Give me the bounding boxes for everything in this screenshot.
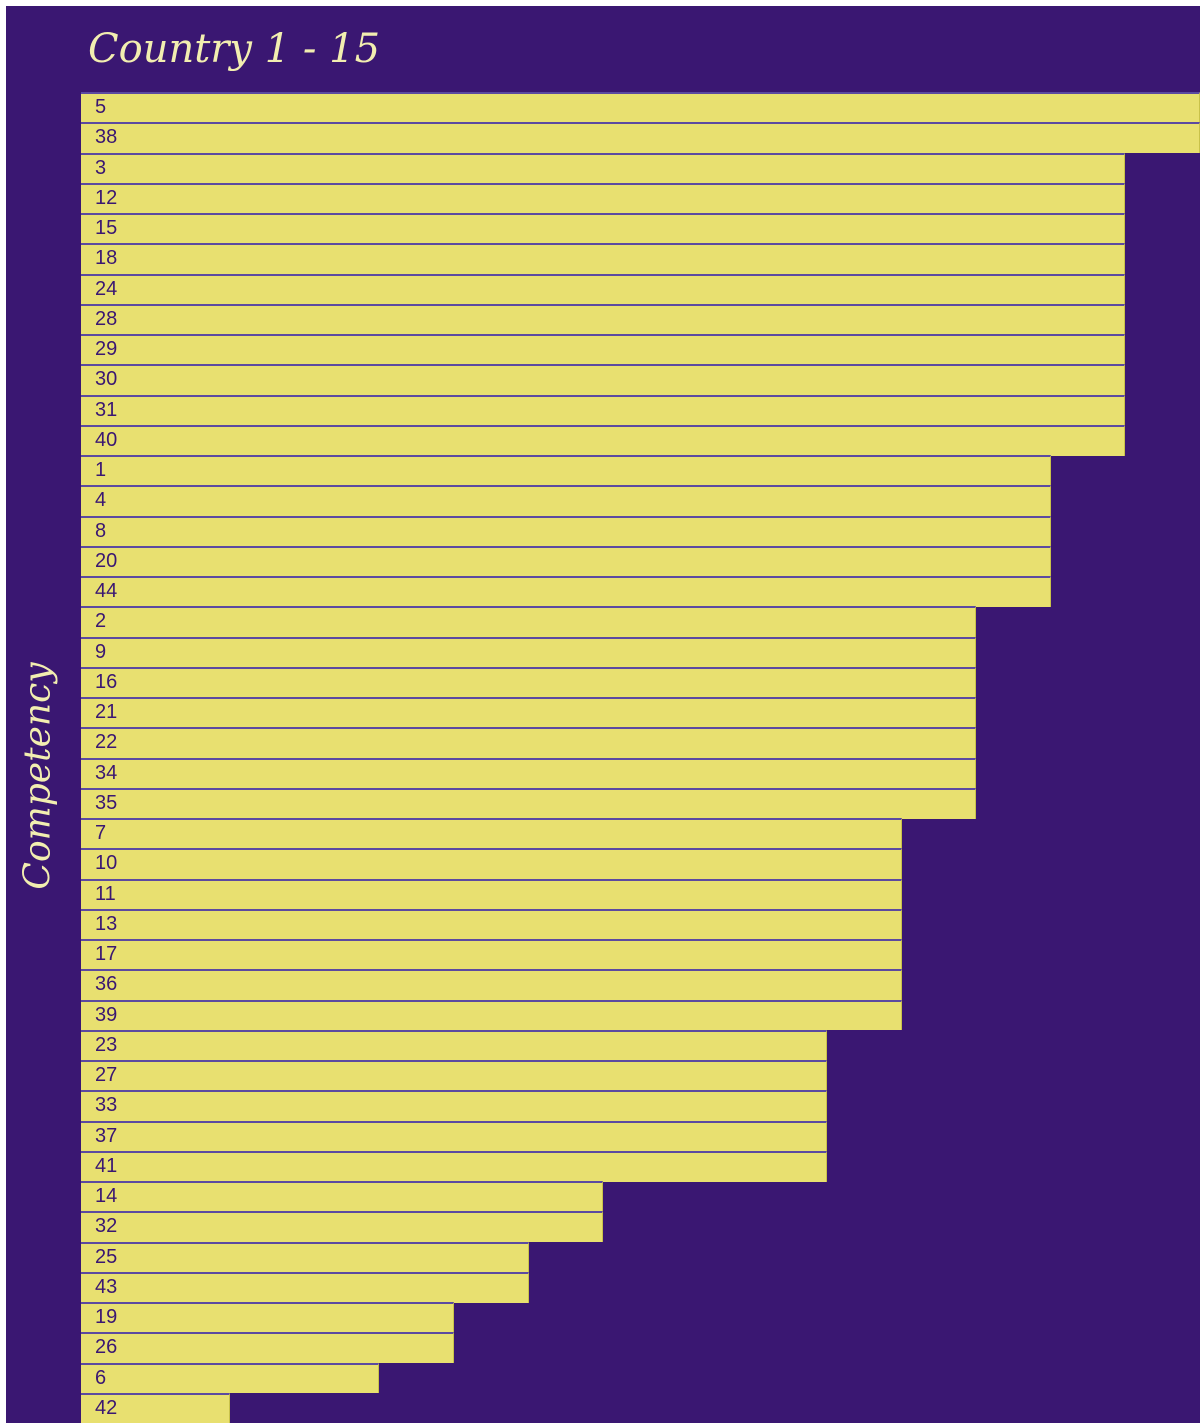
bar-category-label: 7	[95, 822, 107, 844]
bar-competency-18: 18	[81, 243, 1126, 274]
bar-category-label: 19	[95, 1306, 118, 1328]
bar-competency-15: 15	[81, 213, 1126, 244]
bar-competency-35: 35	[81, 787, 977, 819]
bar-competency-41: 41	[81, 1150, 827, 1182]
bar-category-label: 20	[95, 549, 118, 572]
bar-category-label: 11	[95, 882, 116, 905]
bar-competency-44: 44	[81, 576, 1051, 607]
bar-category-label: 14	[95, 1185, 118, 1207]
bar-category-label: 18	[95, 247, 118, 270]
bar-category-label: 3	[95, 156, 107, 179]
bar-competency-1: 1	[81, 455, 1051, 486]
bar-competency-40: 40	[81, 424, 1126, 456]
bar-category-label: 33	[95, 1094, 118, 1117]
bar-category-label: 5	[95, 96, 107, 118]
bar-category-label: 40	[95, 428, 118, 451]
bar-category-label: 43	[95, 1275, 118, 1298]
bar-competency-2: 2	[81, 606, 977, 637]
chart-panel: Country 1 - 15 Competency 5 38 3 12 15 18 24 28…	[6, 6, 1200, 1423]
bar-category-label: 36	[95, 973, 118, 996]
bar-competency-34: 34	[81, 757, 977, 789]
bar-competency-7: 7	[81, 818, 902, 849]
bar-competency-19: 19	[81, 1302, 454, 1333]
chart-title: Country 1 - 15	[88, 26, 381, 72]
bar-competency-42: 42	[81, 1392, 231, 1423]
bar-competency-9: 9	[81, 636, 977, 668]
bar-category-label: 28	[95, 307, 118, 330]
bar-category-label: 42	[95, 1396, 118, 1419]
bar-category-label: 21	[95, 701, 118, 723]
bar-category-label: 32	[95, 1215, 118, 1238]
bar-competency-22: 22	[81, 727, 977, 758]
bar-category-label: 13	[95, 912, 118, 935]
bar-competency-20: 20	[81, 545, 1051, 577]
bar-category-label: 15	[95, 217, 118, 239]
bar-competency-17: 17	[81, 939, 902, 970]
bar-competency-28: 28	[81, 303, 1126, 335]
bar-competency-38: 38	[81, 122, 1200, 153]
bar-category-label: 16	[95, 670, 118, 693]
bar-plot-area: 5 38 3 12 15 18 24 28 29 30 31 40 1 4 8 20 44 2 9 16 21 22 34 3…	[6, 6, 1200, 1423]
bar-competency-26: 26	[81, 1332, 454, 1363]
bar-category-label: 2	[95, 610, 107, 633]
bar-competency-24: 24	[81, 273, 1126, 305]
bar-competency-29: 29	[81, 334, 1126, 365]
bar-competency-3: 3	[81, 152, 1126, 184]
bar-category-label: 12	[95, 186, 118, 209]
bar-category-label: 6	[95, 1366, 107, 1389]
bar-category-label: 38	[95, 126, 118, 149]
bar-category-label: 29	[95, 338, 118, 360]
bar-category-label: 26	[95, 1336, 118, 1359]
bar-category-label: 37	[95, 1124, 118, 1147]
bar-competency-11: 11	[81, 878, 902, 910]
bar-competency-33: 33	[81, 1090, 827, 1121]
bar-competency-36: 36	[81, 969, 902, 1000]
bar-category-label: 44	[95, 580, 118, 602]
bar-competency-43: 43	[81, 1271, 529, 1303]
bar-competency-10: 10	[81, 848, 902, 879]
bar-category-label: 39	[95, 1003, 118, 1026]
bar-category-label: 1	[95, 459, 107, 481]
bar-category-label: 22	[95, 731, 118, 754]
bar-competency-21: 21	[81, 697, 977, 728]
bar-category-label: 24	[95, 277, 118, 300]
bar-competency-5: 5	[81, 92, 1200, 123]
bar-competency-31: 31	[81, 394, 1126, 426]
bar-competency-13: 13	[81, 908, 902, 940]
bar-category-label: 41	[95, 1154, 118, 1177]
bar-category-label: 8	[95, 519, 107, 542]
bar-category-label: 25	[95, 1245, 118, 1268]
bar-competency-27: 27	[81, 1060, 827, 1091]
bar-category-label: 17	[95, 943, 118, 965]
bar-competency-14: 14	[81, 1181, 604, 1212]
bar-competency-32: 32	[81, 1211, 604, 1242]
bar-category-label: 34	[95, 761, 118, 784]
bar-competency-30: 30	[81, 364, 1126, 395]
bar-category-label: 4	[95, 489, 107, 512]
bar-competency-37: 37	[81, 1120, 827, 1152]
bar-category-label: 27	[95, 1064, 118, 1086]
bar-category-label: 9	[95, 640, 107, 663]
bar-competency-23: 23	[81, 1029, 827, 1061]
bar-competency-8: 8	[81, 515, 1051, 547]
bar-competency-6: 6	[81, 1362, 380, 1394]
bar-competency-4: 4	[81, 485, 1051, 516]
bar-category-label: 31	[95, 398, 118, 421]
bar-category-label: 23	[95, 1033, 118, 1056]
bar-category-label: 10	[95, 852, 118, 875]
bar-competency-39: 39	[81, 999, 902, 1031]
bar-category-label: 30	[95, 368, 118, 391]
bar-category-label: 35	[95, 791, 118, 814]
bar-competency-25: 25	[81, 1241, 529, 1273]
bar-competency-16: 16	[81, 666, 977, 698]
bar-competency-12: 12	[81, 182, 1126, 214]
